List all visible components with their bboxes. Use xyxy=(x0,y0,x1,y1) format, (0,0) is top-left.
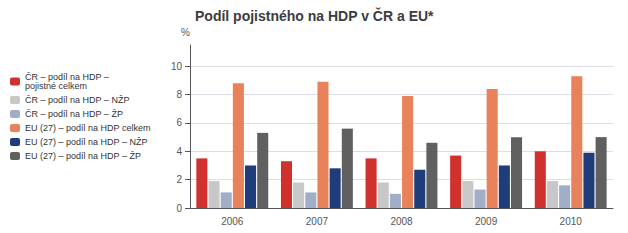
svg-text:ČR – podíl na HDP – ŽP: ČR – podíl na HDP – ŽP xyxy=(25,109,123,119)
svg-text:EU (27) – podíl na HDP – ŽP: EU (27) – podíl na HDP – ŽP xyxy=(25,151,141,161)
svg-text:EU (27) – podíl na HDP celkem: EU (27) – podíl na HDP celkem xyxy=(25,123,150,133)
svg-text:6: 6 xyxy=(176,117,182,128)
svg-text:2010: 2010 xyxy=(560,216,583,227)
svg-text:10: 10 xyxy=(171,61,183,72)
svg-text:2006: 2006 xyxy=(221,216,244,227)
svg-text:ČR – podíl na HDP – NŽP: ČR – podíl na HDP – NŽP xyxy=(25,95,129,105)
svg-text:4: 4 xyxy=(176,146,182,157)
svg-text:ČR – podíl na HDP –: ČR – podíl na HDP – xyxy=(25,72,109,82)
svg-text:2008: 2008 xyxy=(390,216,413,227)
svg-text:2007: 2007 xyxy=(306,216,329,227)
svg-text:%: % xyxy=(181,27,190,38)
svg-text:EU (27) – podíl na HDP – NŽP: EU (27) – podíl na HDP – NŽP xyxy=(25,137,147,147)
svg-text:2: 2 xyxy=(176,174,182,185)
svg-text:Podíl pojistného na HDP v ČR a: Podíl pojistného na HDP v ČR a EU* xyxy=(195,7,434,24)
svg-text:0: 0 xyxy=(176,203,182,214)
svg-text:pojistné celkem: pojistné celkem xyxy=(25,81,87,91)
svg-text:8: 8 xyxy=(176,89,182,100)
svg-text:2009: 2009 xyxy=(475,216,498,227)
